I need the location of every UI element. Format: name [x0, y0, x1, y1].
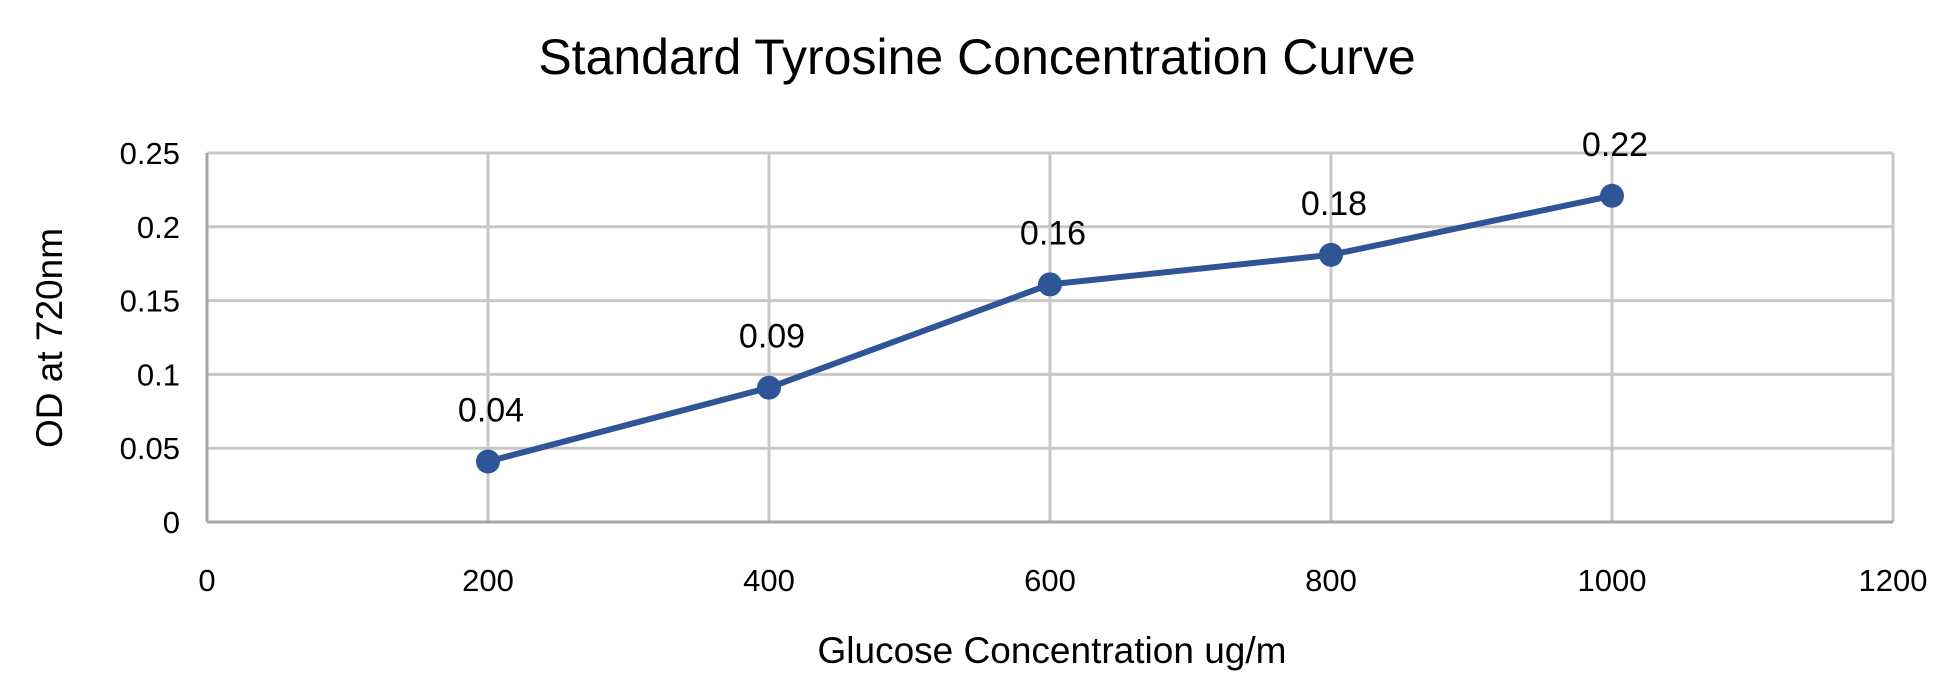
data-point	[1038, 272, 1062, 297]
y-axis-title: OD at 720nm	[29, 228, 70, 448]
x-tick-label: 1200	[1859, 563, 1928, 598]
y-tick-label: 0.25	[120, 136, 180, 171]
grid-lines	[207, 151, 1895, 522]
y-tick-label: 0	[163, 505, 180, 540]
data-label: 0.18	[1301, 185, 1367, 223]
series	[476, 183, 1624, 474]
x-tick-label: 600	[1024, 563, 1076, 598]
data-label: 0.22	[1582, 126, 1648, 164]
chart-title: Standard Tyrosine Concentration Curve	[538, 29, 1415, 85]
x-tick-label: 1000	[1578, 563, 1647, 598]
x-tick-label: 0	[198, 563, 215, 598]
x-axis-title: Glucose Concentration ug/m	[818, 630, 1287, 671]
data-label: 0.09	[739, 318, 805, 356]
data-point	[757, 375, 781, 400]
data-point	[476, 449, 500, 474]
x-tick-label: 200	[462, 563, 514, 598]
y-tick-label: 0.15	[120, 284, 180, 319]
x-tick-label: 400	[743, 563, 795, 598]
data-point	[1600, 183, 1624, 208]
data-label: 0.16	[1020, 214, 1086, 252]
y-tick-label: 0.05	[120, 431, 180, 466]
data-labels: 0.04 0.09 0.16 0.18 0.22	[458, 126, 1648, 430]
data-label: 0.04	[458, 391, 524, 429]
tick-labels: 0 0.05 0.1 0.15 0.2 0.25 0 200 400 600 800 1000 1200	[120, 136, 1928, 598]
y-tick-label: 0.2	[137, 210, 180, 245]
y-tick-label: 0.1	[137, 357, 180, 392]
data-point	[1319, 242, 1343, 267]
x-tick-label: 800	[1305, 563, 1357, 598]
axes	[205, 153, 1893, 524]
